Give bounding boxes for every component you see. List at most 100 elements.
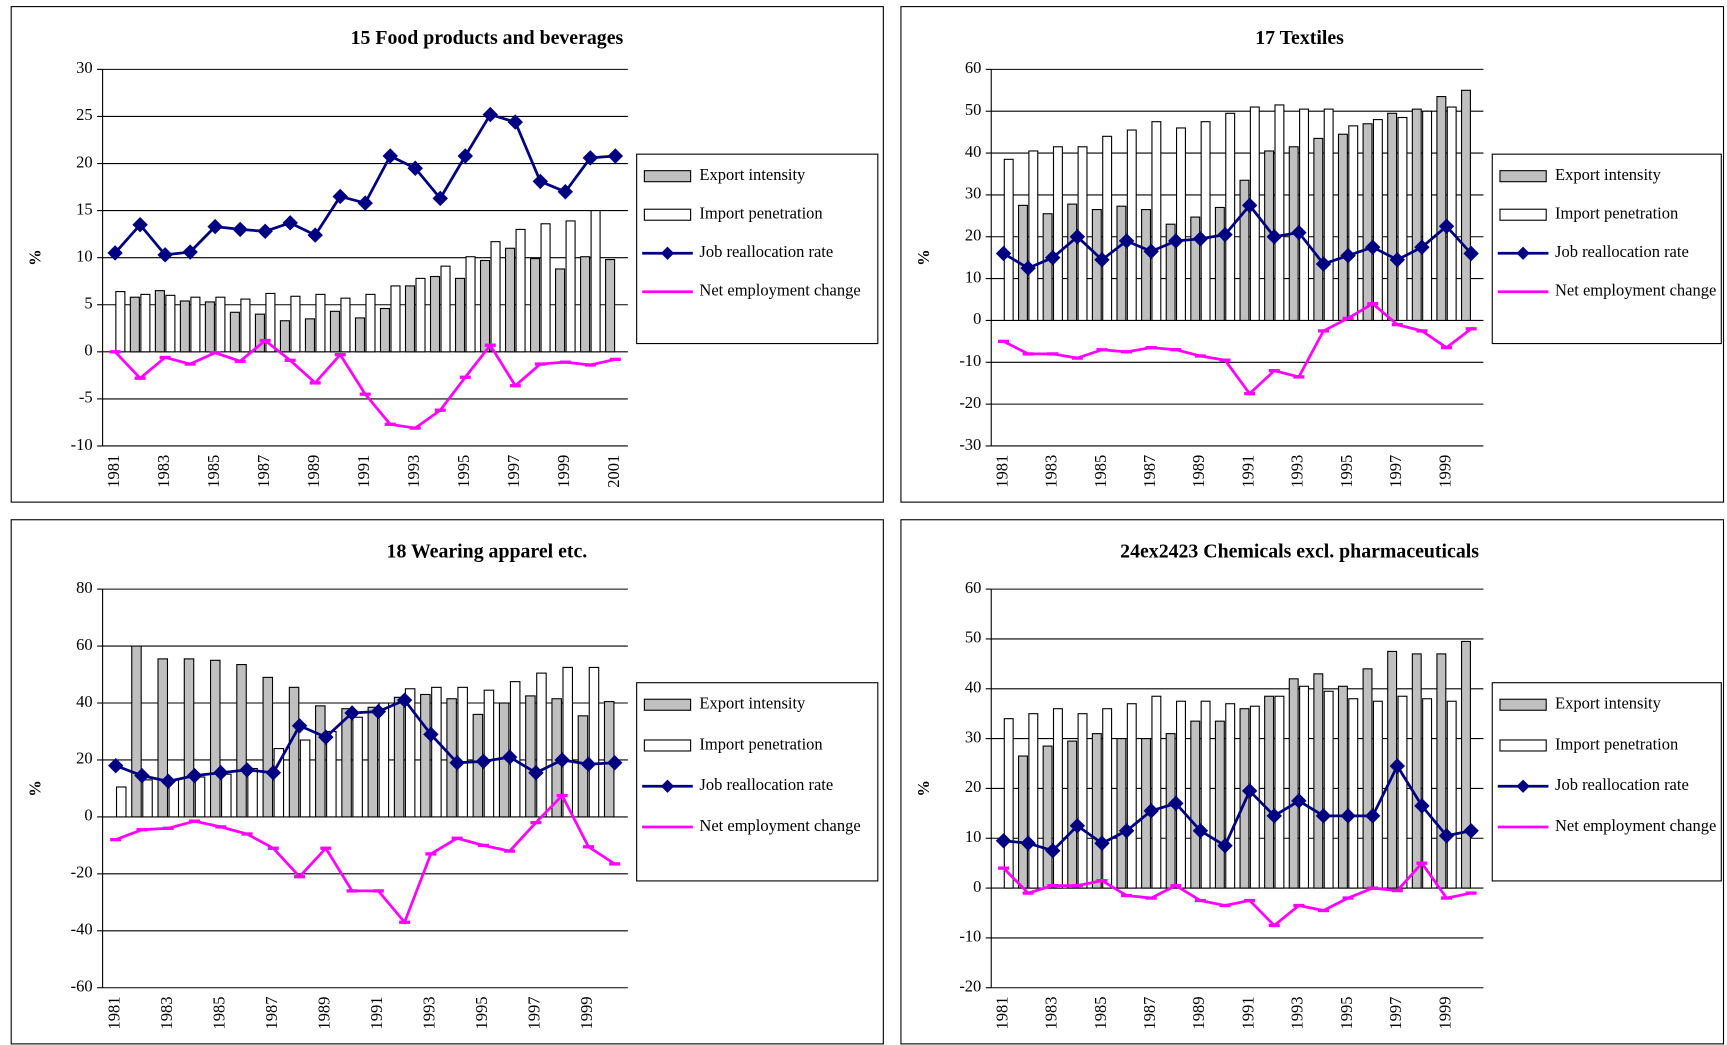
bar: [393, 696, 405, 818]
bar: [1387, 112, 1398, 321]
x-tick-label: 1981: [104, 455, 123, 488]
bar: [365, 293, 376, 353]
x-tick-label: 1991: [367, 997, 386, 1030]
chart-title: 24ex2423 Chemicals excl. pharmaceuticals: [1120, 540, 1479, 562]
y-tick-label: 40: [965, 678, 982, 697]
x-tick-label: 1999: [1435, 997, 1454, 1030]
legend-swatch: [643, 739, 692, 752]
y-tick-label: -60: [71, 977, 93, 996]
y-tick-label: -20: [959, 977, 981, 996]
x-tick-label: 1993: [1288, 997, 1307, 1030]
y-tick-label: 20: [76, 152, 93, 171]
bar: [1028, 150, 1039, 321]
x-tick-label: 1995: [1337, 455, 1356, 488]
bar: [190, 296, 201, 353]
y-tick-label: 25: [76, 105, 93, 124]
point-marker: [344, 705, 360, 721]
bar: [1337, 133, 1348, 321]
bar: [1077, 713, 1088, 889]
bar: [1190, 216, 1201, 321]
legend-label: Job reallocation rate: [699, 775, 833, 794]
bar: [1348, 125, 1359, 321]
legend-swatch: [660, 779, 675, 793]
x-tick-label: 1995: [472, 997, 491, 1030]
bar: [415, 277, 426, 353]
x-tick-label: 1985: [1091, 997, 1110, 1030]
bar: [179, 300, 190, 353]
point-marker: [475, 753, 492, 770]
point-marker: [501, 749, 518, 765]
legend-label: Net employment change: [699, 281, 860, 300]
chart-title: 17 Textiles: [1255, 27, 1344, 49]
legend-swatch: [660, 246, 675, 260]
y-tick-label: 30: [965, 184, 982, 203]
bar: [1200, 700, 1211, 889]
x-tick-label: 1991: [1238, 997, 1257, 1030]
y-tick-label: -30: [959, 435, 981, 454]
bar: [1165, 733, 1176, 889]
y-tick-label: 20: [965, 226, 982, 245]
legend-frame: [1491, 682, 1722, 882]
point-marker: [1389, 758, 1406, 774]
bar: [1225, 703, 1236, 889]
point-marker: [532, 173, 549, 190]
point-marker: [557, 184, 574, 200]
point-marker: [107, 245, 123, 261]
bar: [483, 689, 495, 818]
point-marker: [370, 703, 387, 720]
legend-swatch: [1499, 170, 1547, 183]
bar: [1323, 108, 1334, 321]
point-marker: [1069, 229, 1086, 245]
y-axis-label: %: [25, 249, 44, 265]
bar: [165, 294, 176, 353]
x-tick-label: 1989: [304, 455, 323, 488]
point-marker: [507, 114, 524, 130]
bar: [465, 256, 476, 353]
bar: [565, 220, 576, 353]
bar: [1042, 745, 1053, 889]
bar: [273, 748, 285, 818]
bar: [1397, 116, 1408, 321]
legend-swatch: [643, 208, 692, 221]
x-tick-label: 1985: [204, 455, 223, 488]
chart-title: 18 Wearing apparel etc.: [387, 540, 588, 562]
bar: [129, 296, 140, 353]
bar: [1239, 179, 1250, 321]
bar: [240, 298, 251, 353]
bar: [236, 664, 247, 818]
y-tick-label: -40: [71, 920, 93, 939]
x-tick-label: 1995: [1337, 997, 1356, 1030]
legend-label: Job reallocation rate: [699, 242, 833, 261]
point-marker: [282, 215, 298, 231]
y-tick-label: 10: [965, 827, 982, 846]
x-tick-label: 1987: [1140, 997, 1159, 1030]
point-marker: [265, 765, 282, 781]
bar: [142, 779, 153, 818]
y-tick-label: 30: [76, 58, 93, 77]
bar: [1067, 203, 1078, 321]
point-marker: [332, 188, 348, 205]
bar: [131, 645, 142, 818]
bar: [1422, 698, 1433, 889]
point-marker: [1315, 256, 1332, 272]
y-tick-label: 5: [84, 294, 92, 313]
legend-frame: [1491, 153, 1722, 345]
legend-label: Net employment change: [1555, 281, 1716, 300]
bar: [140, 293, 151, 353]
x-tick-label: 1991: [1238, 455, 1257, 488]
x-tick-label: 1993: [1288, 455, 1307, 488]
bar: [1102, 135, 1113, 321]
legend-label: Import penetration: [699, 734, 822, 753]
y-tick-label: 20: [965, 777, 982, 796]
x-tick-label: 1983: [154, 455, 173, 488]
bar: [555, 268, 566, 353]
bar: [378, 702, 390, 818]
bar: [1126, 703, 1137, 889]
bar: [1274, 104, 1285, 321]
bar: [341, 708, 352, 818]
point-marker: [396, 692, 413, 708]
bar: [1151, 121, 1162, 321]
bar: [1313, 137, 1324, 321]
point-marker: [1414, 798, 1430, 814]
point-marker: [995, 245, 1012, 262]
